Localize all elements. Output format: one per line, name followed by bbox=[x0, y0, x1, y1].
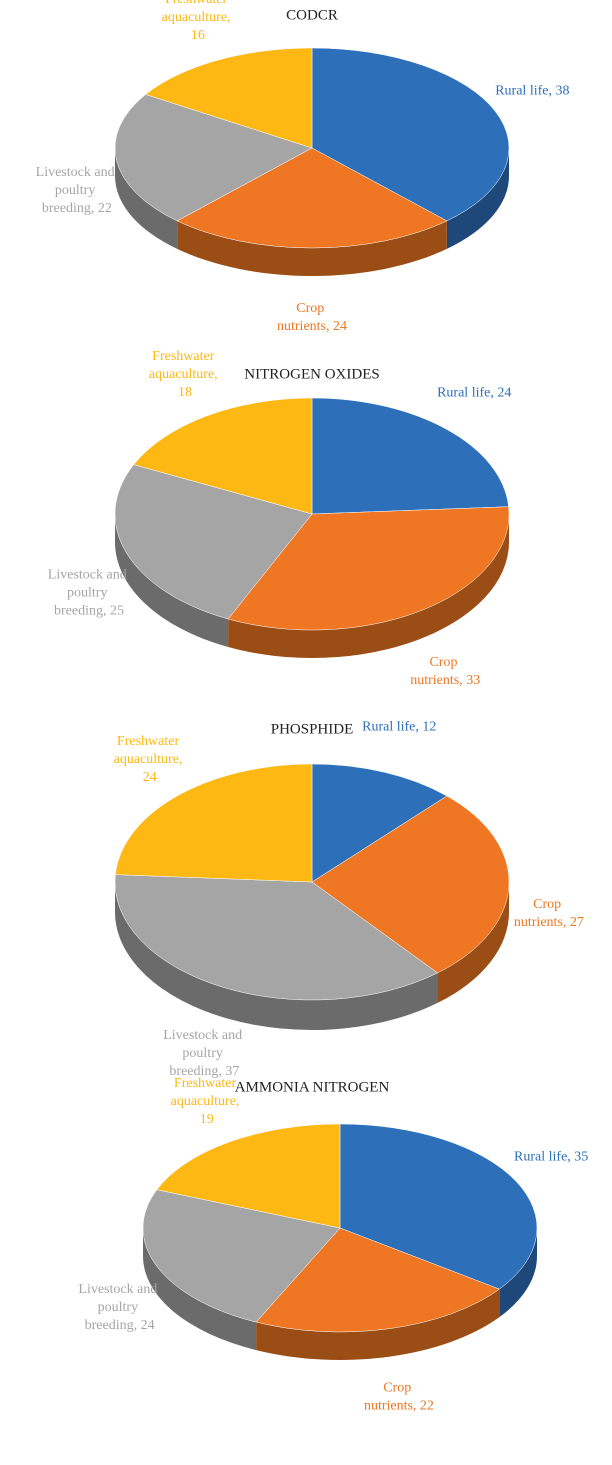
pie-labels: Rural life, 38 Crop nutrients, 24 Livestoc… bbox=[36, 0, 570, 334]
data-label: Crop nutrients, 33 bbox=[410, 655, 480, 688]
slice bbox=[311, 763, 448, 883]
slice bbox=[145, 47, 313, 149]
chart-title: NITROGEN OXIDES bbox=[244, 366, 379, 382]
data-label: Freshwater aquaculture, 19 bbox=[171, 1076, 243, 1127]
slice bbox=[115, 763, 313, 883]
slice bbox=[133, 397, 313, 515]
data-label: Rural life, 24 bbox=[437, 386, 511, 401]
data-label: Livestock and poultry breeding, 25 bbox=[48, 568, 130, 619]
pie-labels: Rural life, 35 Crop nutrients, 22 Livestoc… bbox=[78, 1076, 588, 1414]
pie-labels: Rural life, 12 Crop nutrients, 27 Livestoc… bbox=[114, 719, 584, 1079]
slice bbox=[114, 94, 313, 222]
slice-side bbox=[114, 514, 229, 647]
slice-side bbox=[437, 882, 509, 1003]
slice-side bbox=[228, 514, 510, 659]
data-label: Rural life, 12 bbox=[362, 719, 436, 734]
data-label: Crop nutrients, 24 bbox=[277, 301, 347, 334]
pie-tops bbox=[114, 47, 510, 249]
chart-title: AMMONIA NITROGEN bbox=[235, 1079, 390, 1095]
slice-side bbox=[115, 148, 178, 249]
slice bbox=[142, 1189, 341, 1323]
slice-side bbox=[177, 220, 447, 277]
slice bbox=[227, 506, 510, 631]
pie-tops bbox=[114, 763, 510, 1001]
slice-side bbox=[143, 1228, 257, 1351]
slice bbox=[114, 874, 439, 1001]
slice-side bbox=[256, 1289, 500, 1361]
pie-labels: Rural life, 24 Crop nutrients, 33 Livestoc… bbox=[48, 349, 512, 688]
slice-side bbox=[446, 148, 509, 249]
data-label: Crop nutrients, 22 bbox=[364, 1380, 434, 1413]
data-label: Freshwater aquaculture, 24 bbox=[114, 734, 186, 785]
slice bbox=[339, 1123, 538, 1290]
data-label: Livestock and poultry breeding, 37 bbox=[163, 1028, 245, 1079]
slice-side bbox=[115, 882, 438, 1030]
slice bbox=[156, 1123, 341, 1229]
pie-tops bbox=[142, 1123, 538, 1333]
data-label: Freshwater aquaculture, 18 bbox=[149, 349, 221, 400]
data-label: Livestock and poultry breeding, 22 bbox=[36, 165, 118, 216]
chart-title: PHOSPHIDE bbox=[271, 721, 354, 737]
data-label: Livestock and poultry breeding, 24 bbox=[78, 1282, 160, 1333]
slice bbox=[311, 795, 510, 974]
data-label: Rural life, 38 bbox=[495, 84, 569, 99]
slice bbox=[114, 464, 313, 620]
pie-tops bbox=[114, 397, 510, 631]
slice bbox=[311, 397, 509, 515]
pie-sides bbox=[114, 514, 510, 659]
chart-title: CODCR bbox=[286, 7, 338, 23]
slice bbox=[176, 147, 448, 249]
pie-sides bbox=[115, 882, 509, 1030]
slice bbox=[311, 47, 510, 222]
data-label: Rural life, 35 bbox=[514, 1149, 588, 1164]
pie-sides bbox=[115, 148, 509, 277]
data-label: Crop nutrients, 27 bbox=[514, 897, 584, 930]
data-label: Freshwater aquaculture, 16 bbox=[162, 0, 234, 43]
